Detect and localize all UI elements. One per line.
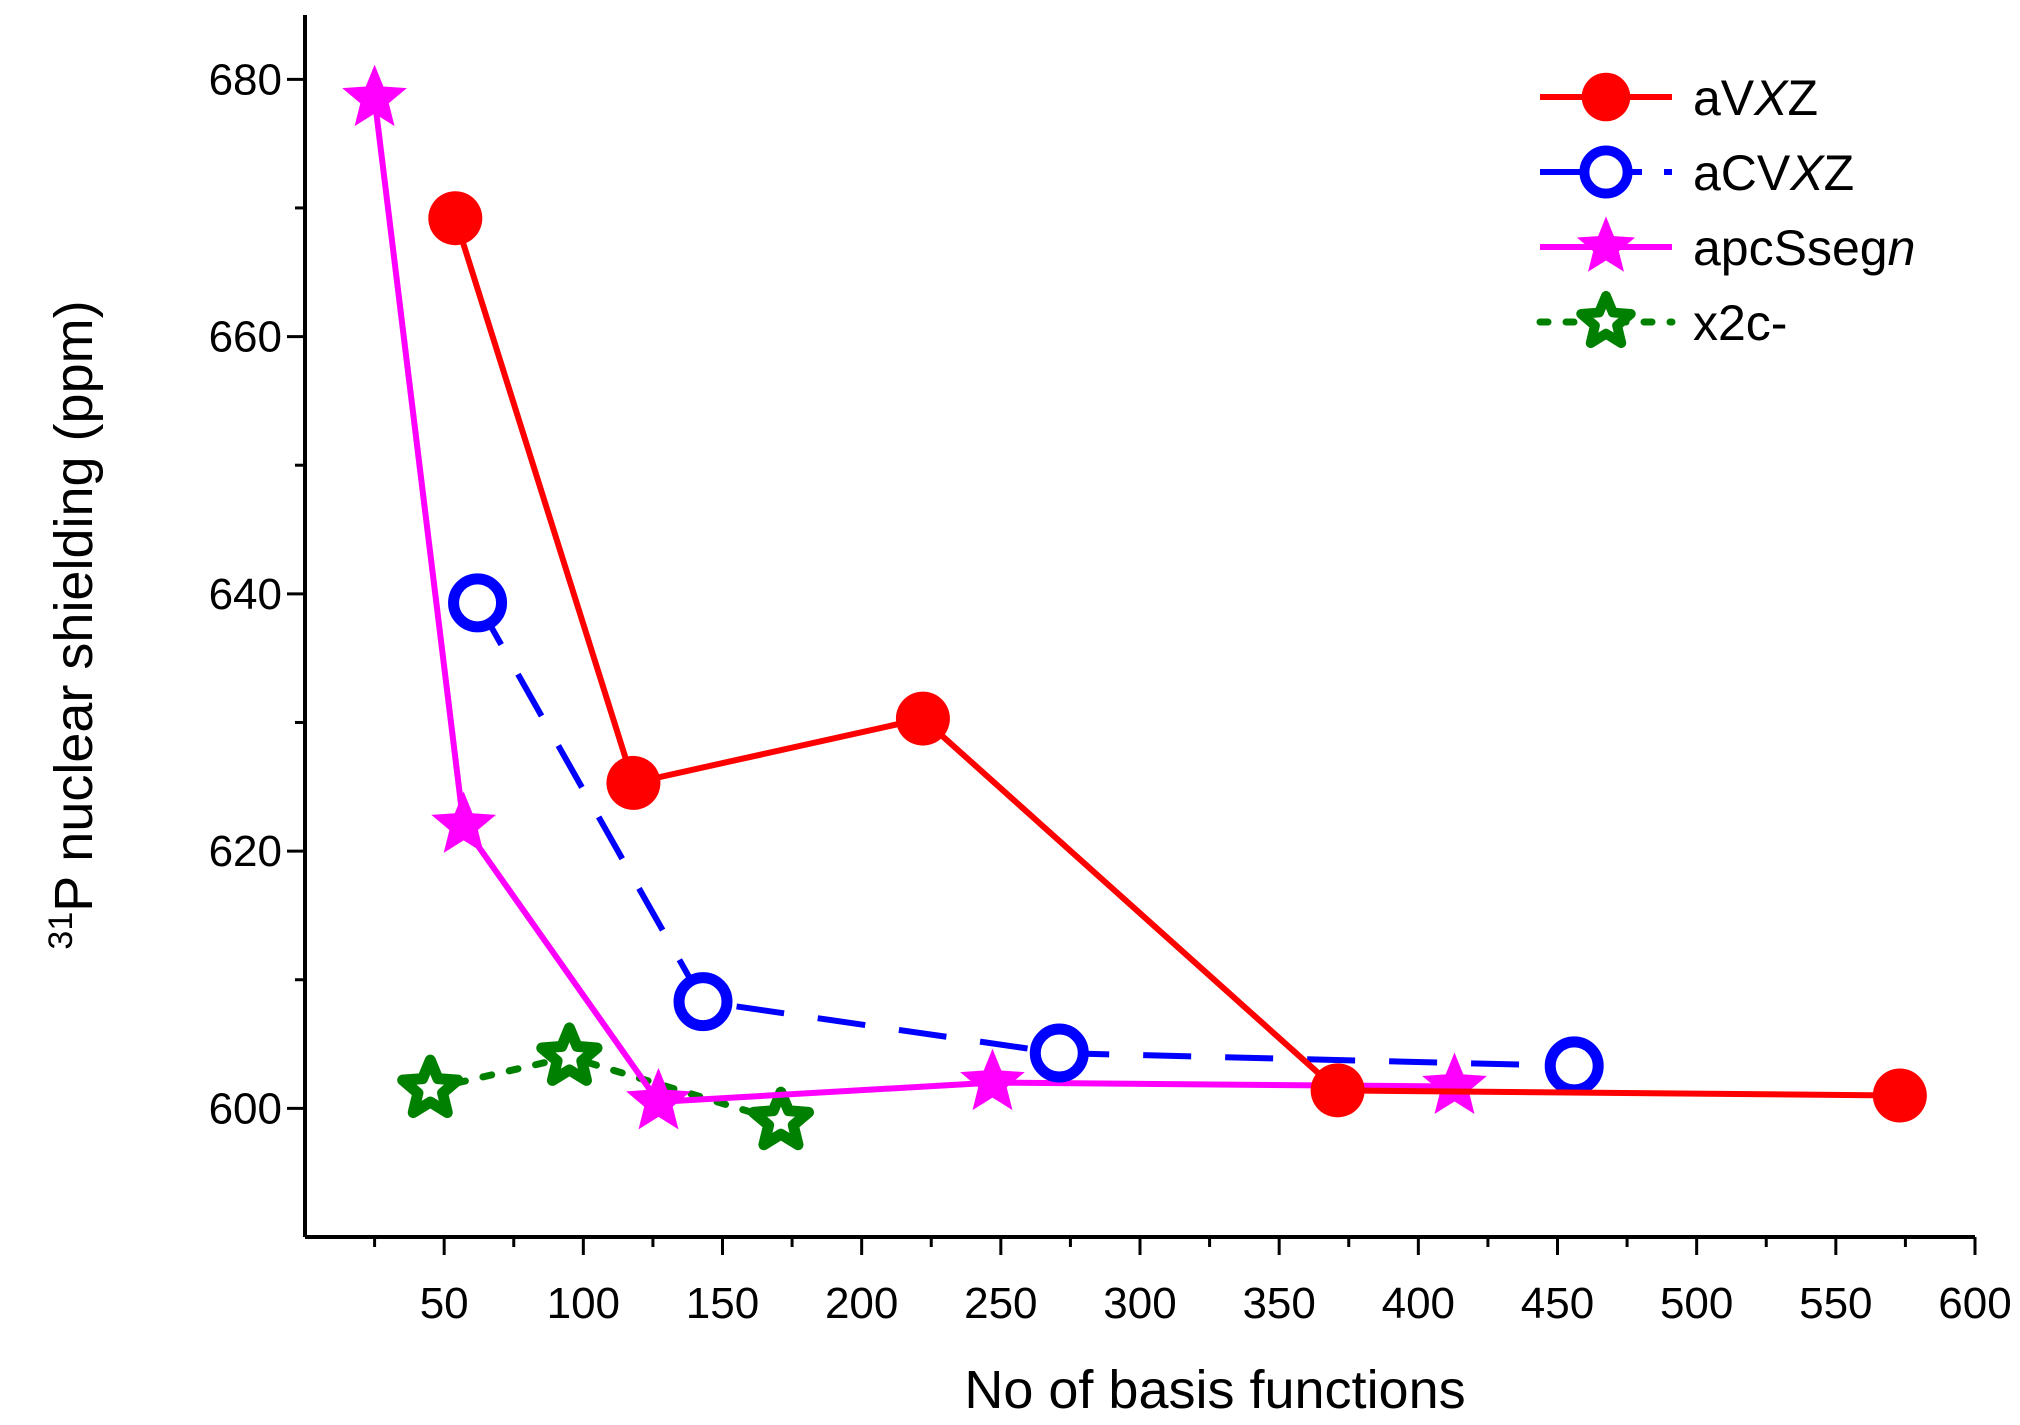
y-axis-label-superscript: 31 xyxy=(42,912,80,950)
data-point-x2c xyxy=(397,1054,464,1118)
x-tick-label: 450 xyxy=(1521,1279,1594,1328)
data-point-avxz xyxy=(606,755,661,810)
legend-item-acvxz: aCVXZ xyxy=(1540,145,1854,201)
x-tick-label: 400 xyxy=(1382,1279,1455,1328)
series-line-acvxz xyxy=(474,601,1575,1069)
series-acvxz xyxy=(448,573,1604,1096)
x-tick-label: 50 xyxy=(420,1279,469,1328)
legend-label-acvxz: aCVXZ xyxy=(1693,145,1854,201)
x-tick-label: 350 xyxy=(1242,1279,1315,1328)
y-axis-label-main: P nuclear shielding (ppm) xyxy=(44,300,104,911)
data-point-x2c xyxy=(747,1086,814,1151)
y-tick-label: 680 xyxy=(209,55,282,104)
legend-label-avxz: aVXZ xyxy=(1693,70,1818,126)
data-point-acvxz xyxy=(1029,1023,1089,1083)
x-axis-label: No of basis functions xyxy=(964,1360,1465,1420)
data-point-avxz xyxy=(1872,1068,1927,1123)
series-avxz xyxy=(428,191,1927,1123)
y-tick-label: 620 xyxy=(209,827,282,876)
series-line-avxz xyxy=(452,217,1900,1099)
y-tick-label: 600 xyxy=(209,1084,282,1133)
legend-item-apcssegn: apcSsegn xyxy=(1540,216,1915,276)
data-point-apcssegn xyxy=(1422,1052,1487,1114)
legend-item-avxz: aVXZ xyxy=(1540,70,1818,126)
data-point-apcssegn xyxy=(431,791,496,853)
data-point-avxz xyxy=(895,691,950,746)
series-apcssegn xyxy=(342,64,1487,1130)
series-x2c xyxy=(397,1022,814,1151)
x-tick-label: 250 xyxy=(964,1279,1037,1328)
legend-label-x2c: x2c- xyxy=(1693,295,1787,351)
y-axis-label: 31P nuclear shielding (ppm) xyxy=(42,300,104,949)
x-tick-label: 550 xyxy=(1799,1279,1872,1328)
y-tick-label: 640 xyxy=(209,570,282,619)
legend-label-apcssegn: apcSsegn xyxy=(1693,220,1915,276)
data-point-apcssegn xyxy=(960,1048,1025,1111)
data-point-apcssegn xyxy=(626,1067,691,1130)
y-tick-label: 660 xyxy=(209,313,282,362)
data-point-acvxz xyxy=(673,972,733,1032)
svg-text:31P nuclear shielding (ppm): 31P nuclear shielding (ppm) xyxy=(42,300,104,949)
x-tick-label: 300 xyxy=(1103,1279,1176,1328)
x-tick-label: 150 xyxy=(686,1279,759,1328)
legend-marker-acvxz xyxy=(1579,145,1633,199)
data-point-avxz xyxy=(1310,1063,1365,1118)
legend-marker-x2c xyxy=(1576,290,1636,349)
data-point-acvxz xyxy=(1544,1036,1604,1096)
series-line-apcssegn xyxy=(371,98,1455,1105)
data-point-apcssegn xyxy=(342,64,407,127)
legend-marker-apcssegn xyxy=(1576,216,1636,272)
data-point-avxz xyxy=(428,191,483,246)
x-tick-label: 200 xyxy=(825,1279,898,1328)
plot-area xyxy=(342,64,1927,1151)
legend-item-x2c: x2c- xyxy=(1536,290,1787,351)
legend: aVXZ aCVXZ apcSsegn x2c- xyxy=(1536,70,1915,351)
ticks: 50 100 150 200 250 300 350 400 450 500 550 600 600 62… xyxy=(209,55,2012,1328)
x-tick-label: 100 xyxy=(547,1279,620,1328)
x-tick-label: 500 xyxy=(1660,1279,1733,1328)
data-point-acvxz xyxy=(448,573,508,633)
data-point-x2c xyxy=(536,1022,603,1086)
series-line-x2c xyxy=(426,1053,785,1125)
x-tick-label: 600 xyxy=(1938,1279,2011,1328)
legend-marker-avxz xyxy=(1581,72,1631,122)
